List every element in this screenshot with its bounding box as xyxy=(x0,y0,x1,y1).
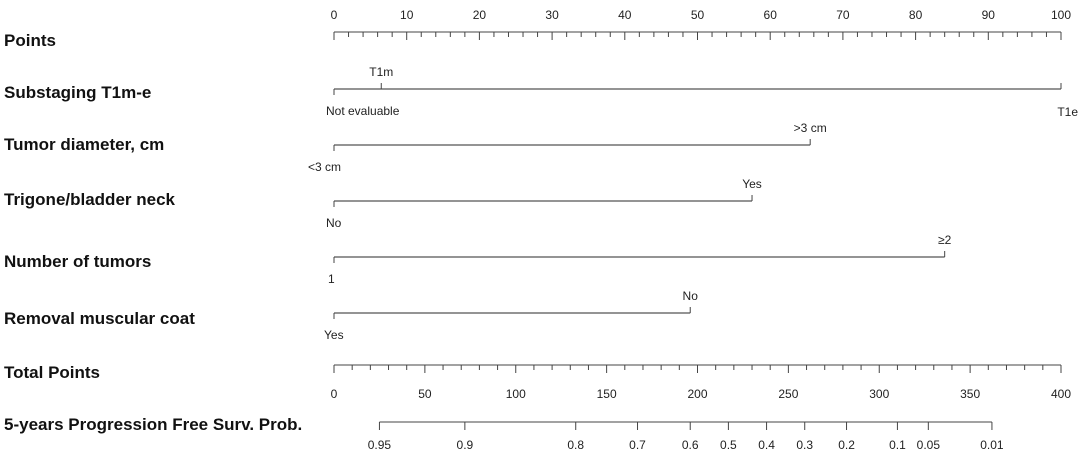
points-tick-label: 40 xyxy=(618,8,632,22)
removal-muscular-row-label: Removal muscular coat xyxy=(4,309,195,328)
points-tick-label: 80 xyxy=(909,8,923,22)
total-points-row-label: Total Points xyxy=(4,363,100,382)
total-points-tick-label: 200 xyxy=(687,387,707,401)
total-points-tick-label: 100 xyxy=(506,387,526,401)
progression-tick-label: 0.9 xyxy=(457,438,474,452)
progression-tick-label: 0.7 xyxy=(629,438,646,452)
progression-tick-label: 0.01 xyxy=(980,438,1004,452)
trigone-level-label: No xyxy=(326,216,342,230)
points-tick-label: 0 xyxy=(331,8,338,22)
tumor-diameter-level-label: <3 cm xyxy=(308,160,341,174)
substaging-row-label: Substaging T1m-e xyxy=(4,83,151,102)
substaging-level-label: T1e xyxy=(1057,105,1078,119)
number-of-tumors-row-label: Number of tumors xyxy=(4,252,151,271)
progression-tick-label: 0.8 xyxy=(567,438,584,452)
points-tick-label: 70 xyxy=(836,8,850,22)
total-points-tick-label: 350 xyxy=(960,387,980,401)
total-points-tick-label: 50 xyxy=(418,387,432,401)
points-tick-label: 10 xyxy=(400,8,414,22)
progression-tick-label: 0.6 xyxy=(682,438,699,452)
removal-muscular-level-label: Yes xyxy=(324,328,344,342)
number-of-tumors-level-label: ≥2 xyxy=(938,233,952,247)
points-tick-label: 30 xyxy=(545,8,559,22)
trigone-level-label: Yes xyxy=(742,177,762,191)
points-tick-label: 90 xyxy=(982,8,996,22)
points-tick-label: 100 xyxy=(1051,8,1071,22)
progression-tick-label: 0.95 xyxy=(368,438,392,452)
total-points-tick-label: 300 xyxy=(869,387,889,401)
number-of-tumors-level-label: 1 xyxy=(328,272,335,286)
substaging-level-label: T1m xyxy=(369,65,393,79)
substaging-level-label: Not evaluable xyxy=(326,104,400,118)
total-points-tick-label: 400 xyxy=(1051,387,1071,401)
tumor-diameter-row-label: Tumor diameter, cm xyxy=(4,135,164,154)
progression-tick-label: 0.1 xyxy=(889,438,906,452)
total-points-tick-label: 0 xyxy=(331,387,338,401)
points-row-label: Points xyxy=(4,31,56,50)
points-tick-label: 50 xyxy=(691,8,705,22)
progression-tick-label: 0.2 xyxy=(838,438,855,452)
total-points-tick-label: 150 xyxy=(597,387,617,401)
points-tick-label: 20 xyxy=(473,8,487,22)
trigone-row-label: Trigone/bladder neck xyxy=(4,190,176,209)
progression-row-label: 5-years Progression Free Surv. Prob. xyxy=(4,415,302,434)
points-tick-label: 60 xyxy=(764,8,778,22)
progression-tick-label: 0.4 xyxy=(758,438,775,452)
progression-tick-label: 0.05 xyxy=(917,438,941,452)
progression-tick-label: 0.3 xyxy=(796,438,813,452)
total-points-tick-label: 250 xyxy=(778,387,798,401)
progression-tick-label: 0.5 xyxy=(720,438,737,452)
row-labels: Points Substaging T1m-e Tumor diameter, … xyxy=(4,31,302,434)
removal-muscular-level-label: No xyxy=(683,289,699,303)
tumor-diameter-level-label: >3 cm xyxy=(794,121,827,135)
